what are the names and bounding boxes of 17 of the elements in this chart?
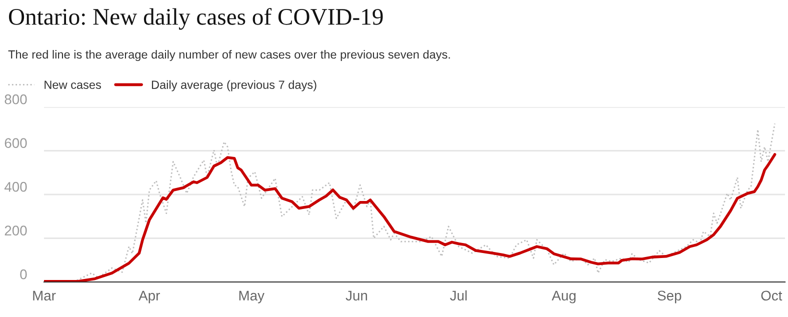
x-tick-label: Jun: [346, 290, 368, 301]
chart-subtitle: The red line is the average daily number of new cases over the previous seven days.: [8, 50, 450, 62]
chart-title: Ontario: New daily cases of COVID-19: [8, 8, 383, 30]
x-tick-label: May: [239, 290, 264, 304]
x-tick-label: Mar: [33, 290, 56, 301]
y-tick-label: 600: [4, 138, 27, 148]
x-tick-label: Sep: [658, 290, 682, 304]
x-tick-label: Jul: [450, 290, 467, 301]
x-tick-label: Oct: [761, 290, 782, 301]
legend-label: New cases: [44, 80, 101, 89]
y-tick-label: 800: [4, 94, 27, 104]
x-tick-label: Aug: [552, 290, 576, 304]
legend-label: Daily average (previous 7 days): [152, 80, 316, 92]
y-tick-label: 0: [20, 269, 27, 280]
y-tick-label: 400: [4, 182, 27, 192]
y-tick-label: 200: [4, 226, 27, 236]
x-tick-label: Apr: [138, 290, 160, 304]
